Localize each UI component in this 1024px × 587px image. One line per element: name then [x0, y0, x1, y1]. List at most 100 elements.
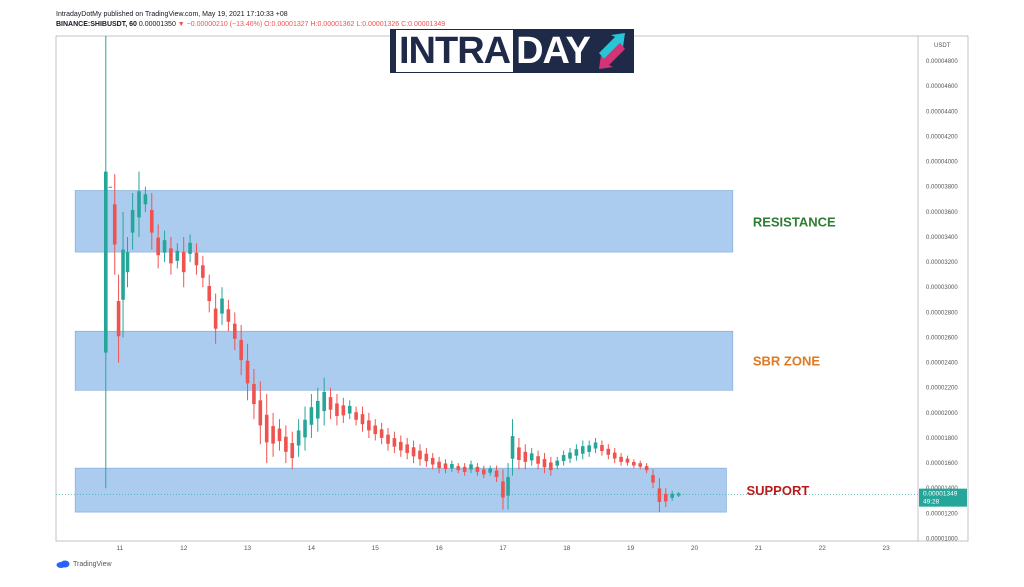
- candle-body: [181, 252, 186, 273]
- candle-body: [549, 462, 553, 471]
- intraday-logo: INTRA DAY: [390, 29, 634, 73]
- candle-body: [149, 209, 154, 233]
- x-tick-label: 22: [819, 545, 827, 552]
- candle-body: [258, 400, 263, 426]
- candle-body: [651, 475, 655, 483]
- ohlc: O:0.00001327 H:0.00001362 L:0.00001326 C…: [264, 21, 446, 28]
- time-axis[interactable]: 11 12 13 14 15 16 17 18 19 20 21 22 23: [116, 545, 890, 552]
- y-tick-label: 0.00001600: [926, 461, 958, 467]
- publisher-line: IntradayDotMy published on TradingView.c…: [56, 11, 288, 18]
- sbr-zone: [74, 330, 734, 391]
- candle-body: [625, 458, 630, 463]
- candle-layer: [104, 36, 681, 513]
- candle-body: [207, 285, 212, 302]
- candle-body: [392, 438, 397, 447]
- candle-body: [619, 456, 623, 462]
- candle-body: [379, 429, 384, 438]
- candle-body: [517, 447, 521, 460]
- y-tick-label: 0.00003600: [926, 210, 958, 216]
- y-tick-label: 0.00001800: [926, 436, 958, 442]
- candle-body: [194, 252, 199, 266]
- tradingview-label: TradingView: [73, 560, 112, 568]
- candle-body: [536, 456, 540, 464]
- x-tick-label: 16: [435, 545, 443, 552]
- candle-body: [430, 457, 435, 465]
- candle-body: [612, 452, 617, 459]
- y-tick-label: 0.00004600: [926, 84, 958, 90]
- support-zone: [74, 467, 727, 513]
- candle-body: [405, 444, 409, 453]
- candle-body: [232, 323, 237, 339]
- candle-body: [587, 445, 591, 452]
- candle-body: [104, 171, 108, 353]
- candle-body: [322, 392, 326, 412]
- y-tick-label: 0.00002800: [926, 310, 958, 316]
- countdown-value: 49:28: [923, 499, 940, 506]
- current-price-tag[interactable]: [919, 488, 967, 507]
- candle-body: [162, 240, 167, 253]
- candle-body: [411, 447, 416, 457]
- price-axis[interactable]: 0.00004800 0.00004600 0.00004400 0.00004200…: [56, 43, 967, 542]
- candle-body: [469, 464, 473, 470]
- candle-body: [373, 425, 378, 435]
- candle-body: [108, 186, 113, 188]
- candle-body: [341, 405, 346, 416]
- logo-text-a: INTRA: [396, 29, 514, 72]
- candle-body: [239, 340, 243, 361]
- chart-header: IntradayDotMy published on TradingView.c…: [56, 10, 445, 30]
- resistance-zone: [74, 190, 734, 253]
- candle-body: [663, 493, 668, 502]
- candle-body: [494, 470, 499, 478]
- x-tick-label: 14: [308, 545, 316, 552]
- candle-body: [593, 442, 598, 449]
- support-zone-label: SUPPORT: [746, 483, 809, 498]
- candle-body: [574, 449, 579, 456]
- change: ▼ −0.00000210 (−13.46%): [177, 21, 263, 28]
- candle-body: [399, 441, 403, 451]
- candle-body: [125, 252, 130, 273]
- candle-body: [568, 452, 572, 459]
- currency-label: USDT: [934, 43, 951, 49]
- candle-body: [488, 468, 492, 473]
- logo-arrows-icon: [598, 33, 625, 69]
- y-tick-label: 0.00003400: [926, 235, 958, 241]
- logo-text: INTRA DAY: [390, 29, 593, 73]
- x-tick-label: 18: [563, 545, 571, 552]
- candle-body: [303, 419, 307, 438]
- candle-body: [600, 445, 604, 452]
- candle-body: [271, 426, 275, 444]
- logo-text-b: DAY: [516, 29, 591, 72]
- x-tick-label: 23: [882, 545, 890, 552]
- candle-body: [367, 420, 371, 431]
- plot-frame: [55, 35, 969, 542]
- resistance-zone-label: RESISTANCE: [753, 214, 836, 229]
- x-tick-label: 19: [627, 545, 635, 552]
- candle-body: [309, 407, 314, 425]
- y-tick-label: 0.00001200: [926, 511, 958, 517]
- candle-body: [226, 309, 231, 322]
- candle-body: [175, 250, 180, 261]
- zone-labels: RESISTANCE SBR ZONE SUPPORT: [746, 214, 836, 498]
- candle-body: [169, 248, 173, 264]
- x-tick-label: 17: [499, 545, 507, 552]
- tradingview-brand[interactable]: TradingView: [56, 560, 112, 568]
- candle-body: [386, 434, 390, 444]
- y-tick-label: 0.00002400: [926, 361, 958, 367]
- sbr-zone-label: SBR ZONE: [753, 354, 821, 369]
- y-tick-label: 0.00002600: [926, 335, 958, 341]
- candle-body: [220, 298, 224, 314]
- last-price: 0.00001350: [138, 21, 176, 28]
- y-tick-label: 0.00002200: [926, 386, 958, 392]
- x-tick-label: 13: [244, 545, 252, 552]
- candle-body: [277, 428, 282, 442]
- x-tick-label: 20: [691, 545, 699, 552]
- candle-body: [676, 493, 681, 496]
- candle-body: [523, 451, 528, 462]
- y-tick-label: 0.00002000: [926, 411, 958, 417]
- zone-layer: [74, 190, 734, 513]
- candle-body: [418, 450, 422, 460]
- candle-body: [296, 430, 301, 446]
- candle-body: [245, 360, 250, 384]
- candle-body: [529, 453, 534, 461]
